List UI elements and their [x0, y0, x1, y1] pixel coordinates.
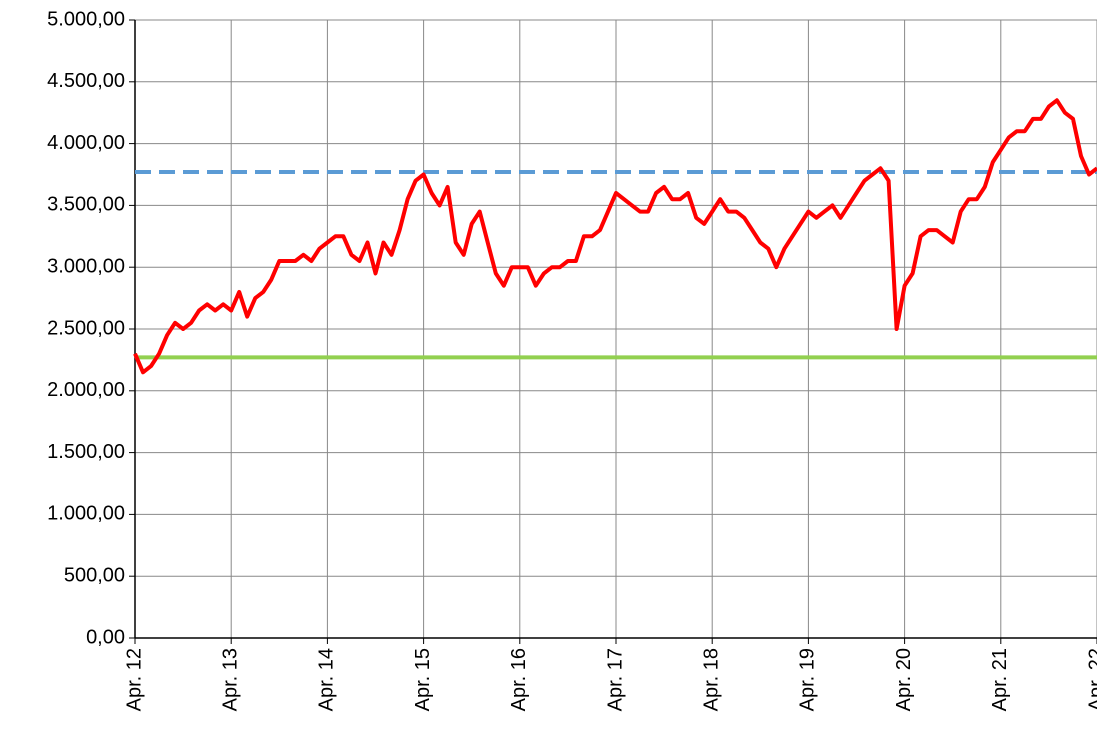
- y-tick-label: 2.500,00: [47, 317, 125, 339]
- y-tick-label: 4.000,00: [47, 132, 125, 154]
- x-tick-label: Apr. 15: [412, 648, 434, 711]
- y-tick-label: 4.500,00: [47, 70, 125, 92]
- x-tick-label: Apr. 21: [989, 648, 1011, 711]
- x-tick-label: Apr. 20: [893, 648, 915, 711]
- y-tick-label: 2.000,00: [47, 379, 125, 401]
- y-tick-label: 3.000,00: [47, 255, 125, 277]
- y-tick-label: 3.500,00: [47, 194, 125, 216]
- y-tick-label: 1.000,00: [47, 503, 125, 525]
- x-tick-label: Apr. 14: [316, 648, 338, 711]
- x-tick-label: Apr. 13: [219, 648, 241, 711]
- x-tick-label: Apr. 12: [123, 648, 145, 711]
- x-tick-label: Apr. 22: [1085, 648, 1097, 711]
- x-tick-label: Apr. 16: [508, 648, 530, 711]
- x-tick-label: Apr. 19: [797, 648, 819, 711]
- y-tick-label: 500,00: [64, 564, 125, 586]
- line-series: [133, 98, 1097, 375]
- y-tick-label: 1.500,00: [47, 441, 125, 463]
- x-tick-label: Apr. 17: [604, 648, 626, 711]
- x-tick-label: Apr. 18: [700, 648, 722, 711]
- y-tick-label: 5.000,00: [47, 8, 125, 30]
- y-tick-label: 0,00: [86, 626, 125, 648]
